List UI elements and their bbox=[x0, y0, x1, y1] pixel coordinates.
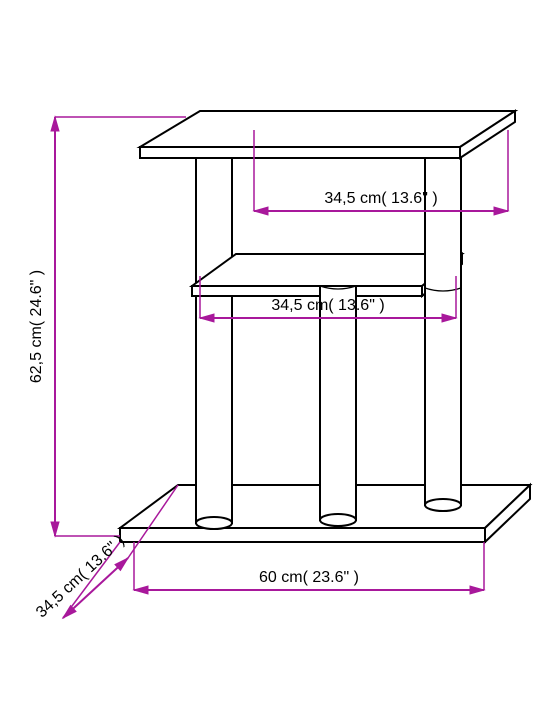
svg-text:34,5 cm( 13.6" ): 34,5 cm( 13.6" ) bbox=[33, 532, 128, 621]
svg-text:34,5 cm( 13.6" ): 34,5 cm( 13.6" ) bbox=[271, 297, 384, 314]
svg-text:62,5 cm( 24.6" ): 62,5 cm( 24.6" ) bbox=[28, 270, 45, 383]
svg-text:34,5 cm( 13.6" ): 34,5 cm( 13.6" ) bbox=[324, 190, 437, 207]
svg-text:60 cm( 23.6" ): 60 cm( 23.6" ) bbox=[259, 569, 359, 586]
